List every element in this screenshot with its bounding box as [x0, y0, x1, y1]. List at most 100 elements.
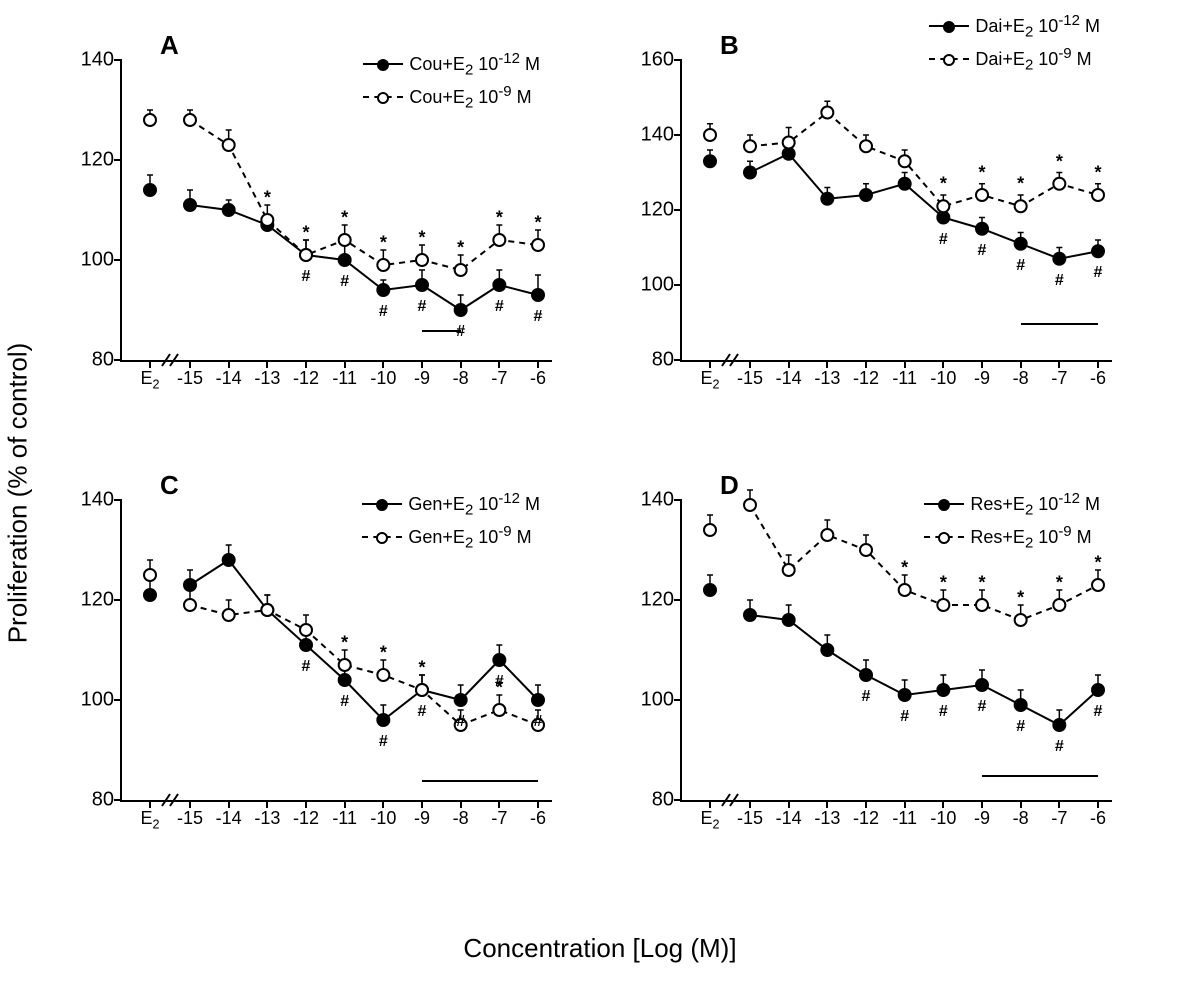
- y-tick-mark: [114, 799, 122, 801]
- y-axis-label: Proliferation (% of control): [3, 343, 34, 644]
- panel-label: B: [720, 30, 739, 61]
- significance-hash: #: [534, 713, 543, 731]
- x-tick-label: -6: [1090, 360, 1106, 389]
- significance-hash: #: [862, 688, 871, 706]
- legend-entry: Cou+E2 10-12 M: [363, 50, 540, 79]
- x-tick-label: -15: [737, 360, 763, 389]
- significance-star: *: [418, 658, 425, 679]
- panel-label: D: [720, 470, 739, 501]
- x-axis-label: Concentration [Log (M)]: [463, 933, 736, 964]
- panel-A: A80100120140E2-15-14-13-12-11-10-9-8-7-6…: [120, 60, 550, 360]
- legend-label: Res+E2 10-9 M: [970, 523, 1091, 552]
- series-layer: [682, 60, 1112, 360]
- y-tick-mark: [674, 699, 682, 701]
- significance-star: *: [457, 693, 464, 714]
- significance-star: *: [940, 174, 947, 195]
- x-tick-label: -7: [491, 360, 507, 389]
- legend: Cou+E2 10-12 M Cou+E2 10-9 M: [363, 50, 540, 115]
- significance-hash: #: [1016, 718, 1025, 736]
- significance-hash: #: [1055, 272, 1064, 290]
- x-tick-label: -10: [370, 800, 396, 829]
- y-tick-mark: [114, 59, 122, 61]
- x-tick-label: -13: [814, 360, 840, 389]
- significance-hash: #: [1094, 703, 1103, 721]
- legend-label: Dai+E2 10-12 M: [975, 12, 1100, 41]
- x-tick-label: -9: [414, 360, 430, 389]
- significance-hash: #: [379, 303, 388, 321]
- significance-star: *: [341, 208, 348, 229]
- y-tick-mark: [114, 699, 122, 701]
- significance-hash: #: [978, 698, 987, 716]
- legend-label: Dai+E2 10-9 M: [975, 45, 1091, 74]
- annotation-line: [1021, 323, 1098, 325]
- legend-label: Gen+E2 10-9 M: [408, 523, 531, 552]
- significance-hash: #: [340, 693, 349, 711]
- significance-star: *: [1017, 174, 1024, 195]
- x-tick-label: -8: [453, 360, 469, 389]
- y-tick-mark: [674, 134, 682, 136]
- significance-hash: #: [456, 323, 465, 341]
- significance-hash: #: [340, 273, 349, 291]
- significance-star: *: [264, 188, 271, 209]
- annotation-line: [422, 330, 461, 332]
- x-tick-label: E2: [140, 800, 159, 832]
- x-tick-label: -6: [530, 800, 546, 829]
- legend-label: Res+E2 10-12 M: [970, 490, 1100, 519]
- significance-hash: #: [418, 703, 427, 721]
- y-tick-mark: [674, 799, 682, 801]
- significance-hash: #: [1055, 738, 1064, 756]
- significance-hash: #: [1094, 264, 1103, 282]
- y-tick-mark: [114, 599, 122, 601]
- significance-star: *: [978, 163, 985, 184]
- significance-hash: #: [302, 658, 311, 676]
- x-tick-label: -12: [853, 360, 879, 389]
- x-tick-label: -15: [737, 800, 763, 829]
- x-tick-label: -14: [216, 800, 242, 829]
- significance-hash: #: [379, 733, 388, 751]
- x-tick-label: -7: [1051, 800, 1067, 829]
- legend-entry: Gen+E2 10-9 M: [362, 523, 540, 552]
- legend-entry: Cou+E2 10-9 M: [363, 83, 540, 112]
- legend-entry: Res+E2 10-9 M: [924, 523, 1100, 552]
- significance-star: *: [534, 693, 541, 714]
- panel-B: B80100120140160E2-15-14-13-12-11-10-9-8-…: [680, 60, 1110, 360]
- significance-hash: #: [302, 268, 311, 286]
- x-tick-label: -10: [930, 360, 956, 389]
- significance-star: *: [1056, 573, 1063, 594]
- legend-entry: Dai+E2 10-9 M: [929, 45, 1100, 74]
- significance-star: *: [534, 213, 541, 234]
- significance-hash: #: [534, 308, 543, 326]
- significance-star: *: [380, 233, 387, 254]
- x-tick-label: -6: [530, 360, 546, 389]
- x-tick-label: -10: [930, 800, 956, 829]
- significance-star: *: [901, 558, 908, 579]
- significance-hash: #: [495, 298, 504, 316]
- panel-label: C: [160, 470, 179, 501]
- x-tick-label: -9: [974, 360, 990, 389]
- legend-entry: Dai+E2 10-12 M: [929, 12, 1100, 41]
- y-tick-mark: [674, 359, 682, 361]
- y-tick-mark: [674, 599, 682, 601]
- significance-hash: #: [978, 242, 987, 260]
- significance-star: *: [1094, 163, 1101, 184]
- significance-star: *: [940, 573, 947, 594]
- significance-star: *: [457, 238, 464, 259]
- significance-star: *: [1094, 553, 1101, 574]
- x-tick-label: -13: [254, 800, 280, 829]
- x-tick-label: -12: [293, 360, 319, 389]
- panel-D: D80100120140E2-15-14-13-12-11-10-9-8-7-6…: [680, 500, 1110, 800]
- significance-star: *: [496, 678, 503, 699]
- significance-star: *: [418, 228, 425, 249]
- significance-hash: #: [456, 713, 465, 731]
- figure: Proliferation (% of control) Concentrati…: [0, 0, 1200, 986]
- annotation-line: [422, 780, 538, 782]
- significance-star: *: [302, 223, 309, 244]
- significance-hash: #: [418, 298, 427, 316]
- significance-star: *: [380, 643, 387, 664]
- x-tick-label: E2: [140, 360, 159, 392]
- significance-hash: #: [495, 673, 504, 691]
- x-tick-label: -11: [332, 800, 357, 829]
- panel-C: C80100120140E2-15-14-13-12-11-10-9-8-7-6…: [120, 500, 550, 800]
- legend-entry: Res+E2 10-12 M: [924, 490, 1100, 519]
- y-tick-mark: [114, 159, 122, 161]
